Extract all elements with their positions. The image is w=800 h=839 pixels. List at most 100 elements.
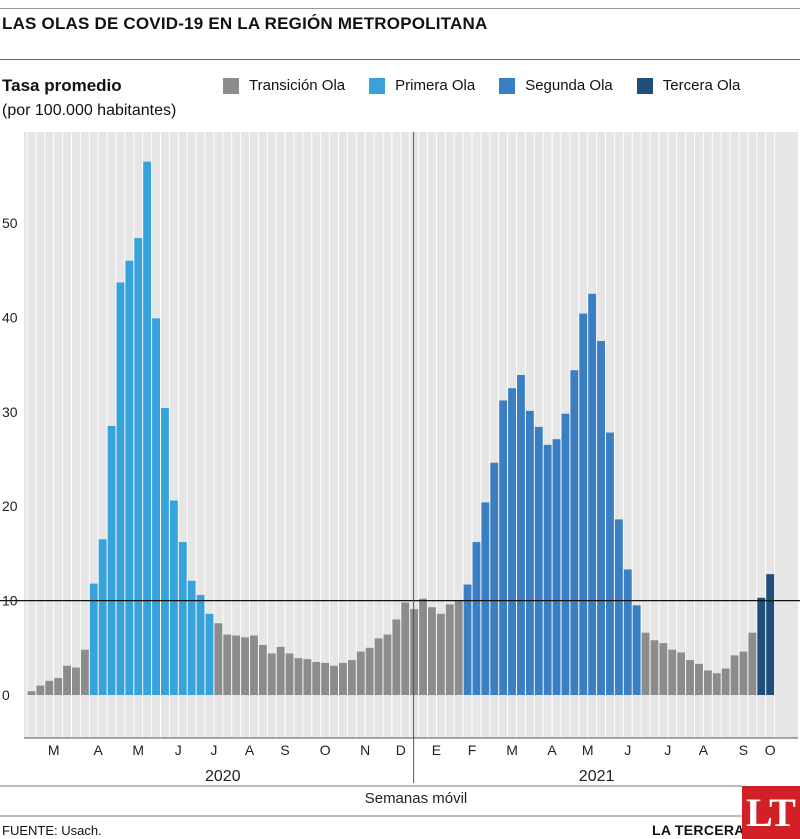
bar [116,282,125,695]
bar [143,161,152,695]
bar [748,632,757,695]
bar [312,661,321,695]
bar [241,637,249,695]
bar [330,665,338,695]
bar [534,426,543,695]
bar [152,318,160,695]
y-tick-label: 20 [2,498,18,514]
bar [347,660,356,695]
bar [490,462,499,695]
bar [614,519,623,695]
bar [766,574,775,695]
month-label: S [739,742,748,758]
bar [428,607,436,695]
month-label: O [320,742,331,758]
month-label: J [210,742,217,758]
bar [552,439,561,695]
month-label: O [765,742,776,758]
bar [472,542,481,695]
bar [72,667,80,695]
y-tick-label: 10 [2,593,18,609]
bar [250,635,258,695]
bar [27,691,36,695]
bar [125,260,134,695]
bar [178,542,187,695]
bar [686,660,694,695]
bar [517,374,525,695]
bar [36,685,45,695]
brand-name: LA TERCERA [652,822,745,838]
brand-logo: LT [742,786,800,839]
legend-item-primera: Primera Ola [369,77,475,94]
bar [481,502,490,695]
bar [258,644,267,695]
chart-title: LAS OLAS DE COVID-19 EN LA REGIÓN METROP… [2,14,488,33]
bar [463,584,472,695]
bar [187,580,196,695]
bar [392,619,401,695]
bar [436,613,445,695]
bar [659,643,668,695]
bar [721,668,730,695]
legend-swatch-primera [369,77,386,94]
year-label: 2021 [579,768,615,785]
bar [383,634,392,695]
bar [63,665,71,695]
legend-swatch-tercera [636,77,653,94]
bar [623,569,632,695]
bar [134,238,143,695]
top-rule [0,8,800,9]
bar [223,634,232,695]
legend: Transición Ola Primera Ola Segunda Ola T… [223,77,740,94]
legend-item-segunda: Segunda Ola [499,77,613,94]
bar [410,609,419,695]
y-tick-label: 40 [2,309,18,325]
bar [588,293,597,695]
bar [169,500,178,695]
bar [98,539,107,695]
bar [80,649,89,695]
bar [401,602,410,695]
month-label: A [699,742,709,758]
legend-item-tercera: Tercera Ola [636,77,740,94]
bar [161,408,169,695]
month-label: A [245,742,255,758]
month-label: J [175,742,182,758]
bar [606,432,614,695]
bar [508,388,516,695]
bar [597,341,605,695]
bar [454,600,463,695]
month-label: E [432,742,441,758]
bar [543,444,552,695]
bar [668,649,677,695]
bar [294,658,303,695]
legend-swatch-segunda [499,77,516,94]
bar [356,651,365,695]
month-label: S [280,742,289,758]
month-label: D [396,742,406,758]
month-label: J [664,742,671,758]
y-tick-label: 0 [2,687,10,703]
bar [89,583,98,695]
bar [45,680,54,695]
y-axis-subtitle: (por 100.000 habitantes) [2,102,177,119]
source-note: FUENTE: Usach. [2,823,102,838]
month-label: J [624,742,631,758]
bar [107,425,116,695]
bar [499,400,508,695]
bar [730,655,739,695]
bar [525,410,534,695]
month-label: M [48,742,60,758]
bar [285,653,294,695]
year-label: 2020 [205,768,241,785]
legend-item-transicion: Transición Ola [223,77,345,94]
x-axis-title: Semanas móvil [365,790,468,807]
bar [339,662,347,695]
bar [739,651,748,695]
month-label: N [360,742,370,758]
bar [695,663,703,695]
bar [579,313,588,695]
legend-label-primera: Primera Ola [395,77,476,94]
bar [54,678,63,695]
